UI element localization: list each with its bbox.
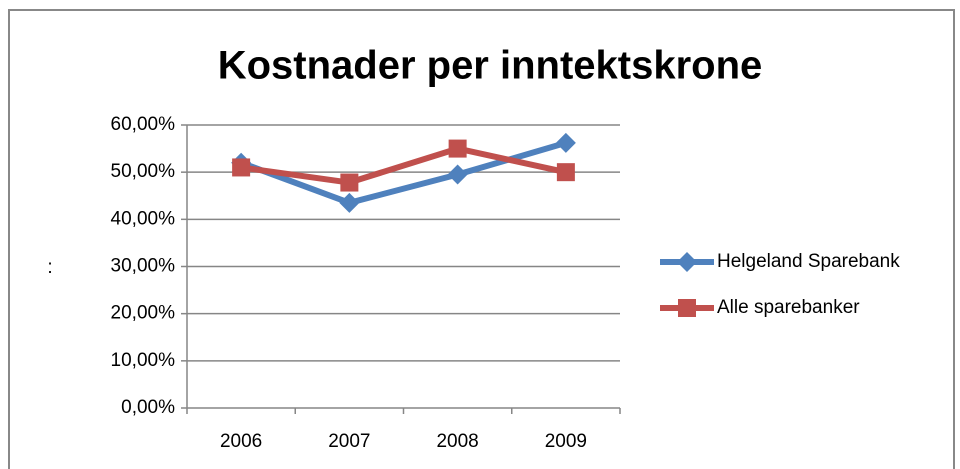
marker: [340, 173, 359, 192]
marker: [232, 158, 251, 177]
chart-border: [8, 9, 955, 469]
y-tick-label: 40,00%: [111, 208, 176, 229]
marker: [448, 139, 467, 158]
y-tick-label: 50,00%: [111, 161, 176, 182]
y-tick-label: 10,00%: [111, 350, 176, 371]
marker: [555, 132, 576, 153]
legend-marker: [678, 299, 696, 317]
x-tick-label: 2009: [545, 431, 587, 452]
y-tick-label: 60,00%: [111, 114, 176, 135]
x-tick-label: 2008: [436, 431, 478, 452]
y-tick-label: 30,00%: [111, 256, 176, 277]
y-axis-label: :: [47, 257, 52, 278]
y-tick-label: 0,00%: [121, 397, 175, 418]
legend-label: Alle sparebanker: [717, 297, 860, 318]
x-tick-label: 2007: [328, 431, 370, 452]
marker: [447, 164, 468, 185]
legend-label: Helgeland Sparebank: [717, 251, 900, 272]
chart-title: Kostnader per inntektskrone: [218, 44, 763, 88]
legend-marker: [677, 252, 697, 272]
marker: [339, 192, 360, 213]
marker: [556, 163, 575, 182]
series-line: [240, 145, 567, 186]
y-tick-label: 20,00%: [111, 303, 176, 324]
x-tick-label: 2006: [220, 431, 262, 452]
